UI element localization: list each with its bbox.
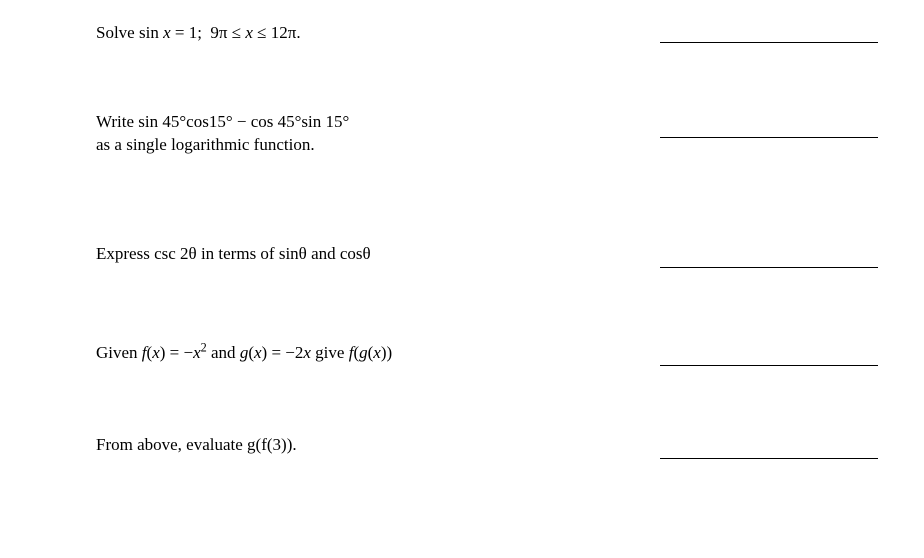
worksheet-page: Solve sin x = 1; 9π ≤ x ≤ 12π. Write sin…	[0, 0, 924, 479]
prompt-lead: Given	[96, 343, 142, 362]
prompt-math-2: sinθ	[279, 244, 307, 263]
question-row: Given f(x) = −x2 and g(x) = −2x give f(g…	[96, 342, 884, 367]
prompt-math-1: csc 2θ	[154, 244, 197, 263]
prompt-math: sin x = 1; 9π ≤ x ≤ 12π.	[139, 23, 301, 42]
answer-blank[interactable]	[660, 440, 878, 459]
question-row: Express csc 2θ in terms of sinθ and cosθ	[96, 243, 884, 268]
prompt-text: From above, evaluate g(f(3)).	[96, 435, 297, 454]
prompt-math-3: cosθ	[340, 244, 371, 263]
f-definition: f(x) = −x2	[142, 343, 207, 362]
prompt-and: and	[311, 244, 340, 263]
question-prompt: From above, evaluate g(f(3)).	[96, 434, 616, 457]
answer-blank[interactable]	[660, 348, 878, 367]
question-row: From above, evaluate g(f(3)).	[96, 434, 884, 459]
ask-expression: f(g(x))	[349, 343, 392, 362]
answer-blank[interactable]	[660, 119, 878, 138]
prompt-lead: Express	[96, 244, 154, 263]
question-prompt: Solve sin x = 1; 9π ≤ x ≤ 12π.	[96, 18, 616, 45]
give-word: give	[315, 343, 349, 362]
answer-blank[interactable]	[660, 249, 878, 268]
prompt-line-2: as a single logarithmic function.	[96, 134, 616, 157]
prompt-mid: in terms of	[201, 244, 279, 263]
question-row: Solve sin x = 1; 9π ≤ x ≤ 12π.	[96, 18, 884, 45]
question-prompt: Write sin 45°cos15° − cos 45°sin 15° as …	[96, 111, 616, 157]
answer-blank[interactable]	[660, 24, 878, 43]
question-prompt: Express csc 2θ in terms of sinθ and cosθ	[96, 243, 616, 266]
question-prompt: Given f(x) = −x2 and g(x) = −2x give f(g…	[96, 342, 616, 365]
prompt-line-1: Write sin 45°cos15° − cos 45°sin 15°	[96, 111, 616, 134]
prompt-math: sin 45°cos15° − cos 45°sin 15°	[138, 112, 349, 131]
question-row: Write sin 45°cos15° − cos 45°sin 15° as …	[96, 111, 884, 157]
prompt-lead: Write	[96, 112, 138, 131]
and-word: and	[211, 343, 240, 362]
prompt-lead: Solve	[96, 23, 139, 42]
g-definition: g(x) = −2x	[240, 343, 311, 362]
